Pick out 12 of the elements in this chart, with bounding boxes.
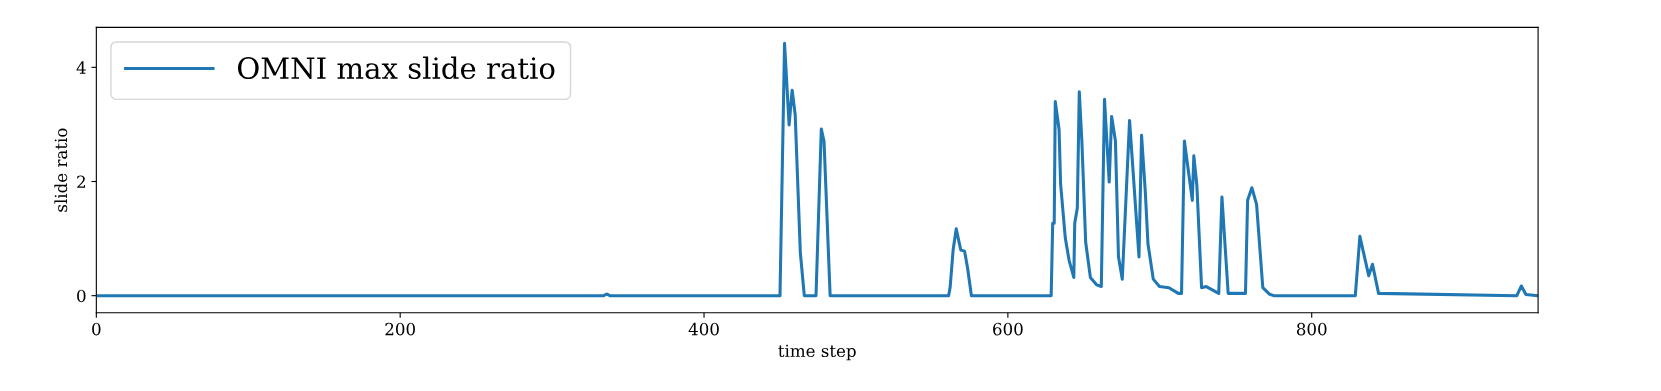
x-tick-label: 400 bbox=[688, 322, 719, 336]
x-axis-title: time step bbox=[778, 344, 856, 361]
x-tick-label: 600 bbox=[993, 322, 1023, 336]
x-tick-label: 800 bbox=[1296, 322, 1327, 336]
y-tick-label: 4 bbox=[76, 61, 86, 74]
y-axis-title: slide ratio bbox=[54, 128, 68, 212]
y-tick-label: 0 bbox=[77, 289, 86, 303]
x-tick-label: 200 bbox=[385, 322, 415, 336]
y-tick-label: 2 bbox=[77, 175, 85, 188]
line-series bbox=[96, 41, 1539, 298]
x-tick-label: 0 bbox=[92, 322, 101, 336]
legend-label: OMNI max slide ratio bbox=[237, 56, 555, 80]
